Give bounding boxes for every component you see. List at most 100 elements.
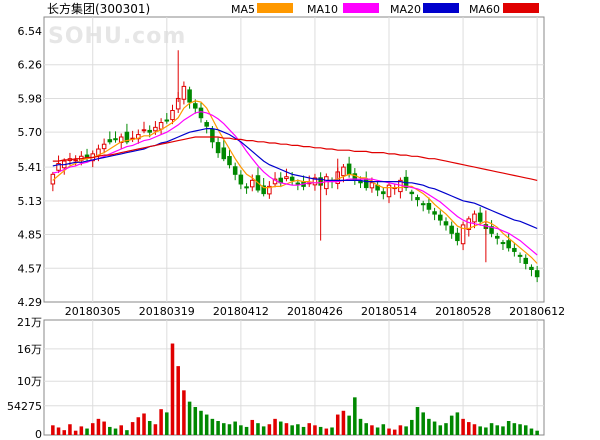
price-x-tick-label: 20180426 [287,305,343,318]
price-y-tick-label: 6.26 [18,59,43,72]
volume-bar [330,427,334,435]
volume-bar [261,426,266,435]
volume-bar [307,423,312,435]
candle-body [267,185,272,195]
volume-bar [142,413,146,435]
volume-y-tick-label: 16万 [17,343,42,356]
volume-bar [96,418,101,435]
candle-body [472,213,477,223]
volume-bar [432,421,437,435]
volume-bar [375,427,380,435]
candle-body [124,131,130,143]
candle-body [449,225,454,234]
volume-bar [472,424,477,435]
volume-bar [79,426,84,435]
volume-bar [136,417,141,435]
volume-y-tick-label: 10万 [17,375,42,388]
volume-bar [68,424,72,435]
volume-bar [73,430,78,435]
price-x-tick-label: 20180514 [361,305,417,318]
volume-bar [90,423,95,435]
candle-body [534,270,540,278]
candle-body [289,176,295,181]
volume-bar [484,427,488,435]
volume-bar [125,430,129,435]
volume-bar [427,418,431,435]
volume-y-tick-label: 0 [35,428,42,440]
candle-body [341,166,346,177]
price-y-axis: 6.54 6.26 5.98 5.70 5.41 5.13 4.85 4.57 4.29 [18,25,43,309]
volume-bar [296,424,300,435]
volume-bar [387,428,391,435]
volume-bar [313,425,317,435]
candle-body [232,166,238,175]
volume-bar [147,421,152,435]
candle-body [523,257,529,264]
price-x-axis: 20180305 20180319 20180412 20180426 20180514… [65,305,565,318]
candle-body [295,182,301,185]
candle-body [455,232,460,242]
volume-bar [438,425,443,435]
price-y-tick-label: 6.54 [18,25,43,38]
price-y-tick-label: 5.98 [18,92,43,105]
volume-bar [239,425,243,435]
candle-body [158,122,164,130]
candle-body [221,147,227,160]
volume-y-axis: 21万 16万 10万 54275 0 [7,316,42,440]
volume-bar [398,425,403,435]
candle-body [369,182,375,189]
volume-bar [489,423,494,435]
candle-body [517,254,523,257]
volume-bar [455,412,460,435]
volume-bar [284,423,289,435]
candle-body [198,107,204,119]
price-y-tick-label: 5.70 [18,126,43,139]
volume-bar [506,421,511,435]
volume-bar [523,425,528,435]
volume-bar [216,421,220,435]
candle-body [346,163,352,175]
candle-body [466,218,472,230]
volume-bar [495,425,500,435]
candle-body [438,214,443,221]
volume-bar [113,428,118,435]
legend-ma60-label: MA60 [469,3,500,16]
volume-bar [444,423,448,435]
candle-body [512,247,517,252]
candle-body [101,143,107,150]
volume-bar [165,412,169,435]
candle-body [170,109,175,121]
volume-bar [85,428,89,435]
volume-bar [290,425,294,435]
volume-bar [210,418,215,435]
volume-bar [153,424,158,435]
candle-body [250,179,255,188]
ma-line-ma5 [52,100,538,264]
candle-body [443,221,449,226]
volume-y-tick-label: 54275 [7,400,42,413]
volume-bar [222,423,226,435]
volume-bar [347,415,351,435]
price-x-tick-label: 20180612 [509,305,565,318]
volume-bar [335,414,340,435]
price-y-tick-label: 5.41 [18,161,43,174]
candle-body [460,224,466,245]
moving-average-lines [52,100,538,264]
chart-watermark: SOHU.com [48,24,186,49]
candle-body [324,176,329,190]
volume-bar [318,426,323,435]
volume-bar [392,429,397,435]
legend-ma20-swatch [423,3,459,13]
candle-body [56,162,61,171]
volume-bar [204,414,209,435]
volume-y-tick-label: 21万 [17,316,42,329]
price-x-tick-label: 20180412 [213,305,269,318]
price-x-tick-label: 20180528 [435,305,491,318]
volume-bar [364,423,368,435]
candle-body [227,156,232,166]
volume-bar [467,422,471,435]
volume-bar [353,397,357,435]
volume-bar [51,425,55,435]
volume-bar [102,421,106,435]
volume-bar [278,421,283,435]
